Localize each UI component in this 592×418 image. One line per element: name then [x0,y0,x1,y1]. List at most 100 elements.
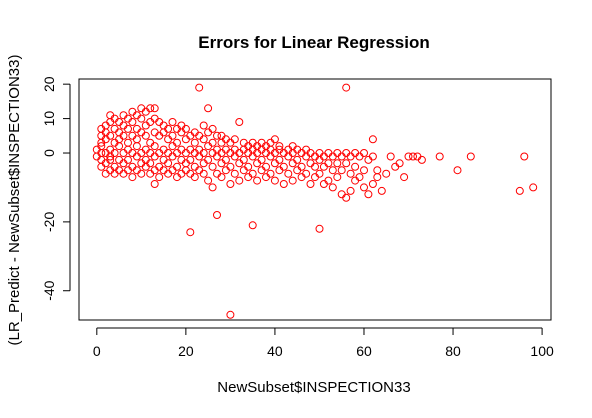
data-point [204,104,213,113]
data-point [355,152,364,161]
data-point [288,142,297,151]
data-point [279,162,288,171]
data-point [146,169,155,178]
x-axis-label: NewSubset$INSPECTION33 [217,379,410,396]
data-point [217,131,226,140]
plot-frame [78,78,552,321]
data-point [101,169,110,178]
data-point [417,155,426,164]
data-points [92,83,538,319]
data-point [213,211,221,219]
data-point [119,169,128,178]
x-tick-label: 80 [445,343,461,359]
data-point [132,142,141,151]
data-point [177,128,186,137]
data-point [368,180,377,188]
data-point [293,155,302,164]
x-tick-label: 0 [93,343,101,359]
data-point [270,135,279,144]
data-point [364,190,373,199]
data-point [377,186,386,195]
data-point [110,169,119,178]
data-point [199,169,208,178]
data-point [119,131,128,140]
data-point [373,166,382,175]
data-point [453,166,462,175]
data-point [146,159,155,168]
data-point [520,152,529,161]
data-point [181,124,190,133]
data-point [279,180,288,188]
data-point [173,138,181,147]
y-tick-label: -20 [41,212,57,232]
data-point [328,183,337,192]
data-point [146,104,155,113]
data-point [395,159,404,168]
data-point [306,159,315,168]
data-point [328,166,337,175]
data-point [155,173,164,182]
data-point [315,224,324,233]
data-point [315,149,324,157]
data-point [221,155,230,164]
data-point [168,131,177,140]
data-point [337,152,346,161]
data-point [150,142,159,151]
x-axis: 0 20 40 60 80 100 [93,327,554,359]
data-point [168,118,177,126]
data-point [164,169,173,178]
data-point [137,169,146,178]
data-point [132,124,141,133]
chart-title: Errors for Linear Regression [198,33,429,52]
data-point [266,169,275,178]
data-point [128,131,137,140]
data-point [324,176,333,185]
data-point [132,152,141,161]
data-point [337,166,346,175]
data-point [386,152,395,161]
data-point [110,149,119,157]
data-point [208,138,217,147]
data-point [391,162,400,171]
data-point [226,180,235,188]
data-point [373,173,382,182]
data-point [199,121,208,130]
data-point [230,152,239,161]
data-point [342,193,351,202]
data-point [270,176,279,185]
data-point [208,183,217,192]
data-point [181,166,190,175]
data-point [284,169,293,178]
data-point [253,176,262,185]
data-point [204,176,213,185]
data-point [355,173,364,182]
data-point [248,152,257,161]
data-point [288,176,297,185]
data-point [208,124,217,133]
data-point [266,152,275,161]
x-tick-label: 40 [267,343,283,359]
data-point [257,155,266,164]
data-point [128,173,137,182]
data-point [351,162,360,171]
data-point [190,138,199,147]
data-point [128,107,137,116]
data-point [168,152,177,161]
data-point [230,169,239,178]
data-point [97,162,106,171]
data-point [235,176,244,185]
data-point [137,114,146,123]
data-point [248,221,257,230]
data-point [150,104,159,113]
data-point [382,169,391,178]
y-tick-label: 0 [41,149,57,157]
data-point [186,155,195,164]
data-point [199,149,208,157]
data-point [302,169,311,178]
data-point [124,124,132,133]
data-point [164,159,173,168]
x-tick-label: 60 [356,343,372,359]
data-point [346,169,355,178]
data-point [351,176,360,185]
data-point [128,118,137,126]
